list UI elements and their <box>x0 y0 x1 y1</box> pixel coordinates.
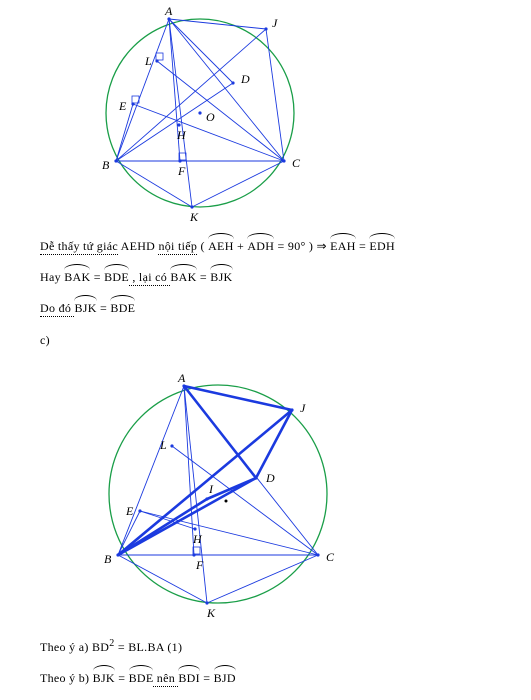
svg-text:O: O <box>206 110 215 124</box>
svg-text:D: D <box>240 72 250 86</box>
svg-text:H: H <box>192 532 203 546</box>
proof-line: Theo ý b) BJK = BDE nên BDI = BJD <box>40 669 531 688</box>
angle: BAK <box>64 268 90 287</box>
angle: ADH <box>247 237 274 256</box>
text-block-2: Theo ý a) BD2 = BL.BA (1) Theo ý b) BJK … <box>40 636 531 688</box>
svg-text:C: C <box>326 550 335 564</box>
angle: BDE <box>110 299 135 318</box>
angle: AEH <box>208 237 234 256</box>
svg-text:L: L <box>159 438 167 452</box>
svg-text:D: D <box>265 471 275 485</box>
angle: BJK <box>74 299 96 318</box>
svg-text:A: A <box>164 4 173 18</box>
svg-text:B: B <box>104 552 112 566</box>
svg-text:I: I <box>208 482 214 496</box>
proof-line: Dễ thấy tứ giác AEHD nội tiếp ( AEH + AD… <box>40 237 531 256</box>
figure-2: AJLDIEHBFCK <box>55 362 531 622</box>
angle: BAK <box>170 268 196 287</box>
svg-text:E: E <box>118 99 127 113</box>
svg-text:J: J <box>272 16 278 30</box>
svg-text:E: E <box>125 504 134 518</box>
angle: BJK <box>93 669 115 688</box>
angle: BJK <box>210 268 232 287</box>
angle: BJD <box>214 669 236 688</box>
angle: BDI <box>178 669 200 688</box>
geometry-diagram-2: AJLDIEHBFCK <box>55 362 375 622</box>
angle: EAH <box>330 237 356 256</box>
geometry-diagram-1: A J L D E O H B F C K <box>55 3 355 223</box>
angle: BDE <box>104 268 129 287</box>
text-block-1: Dễ thấy tứ giác AEHD nội tiếp ( AEH + AD… <box>40 237 531 350</box>
svg-text:F: F <box>195 558 204 572</box>
svg-text:F: F <box>177 164 186 178</box>
part-label: c) <box>40 331 531 350</box>
svg-text:J: J <box>300 401 306 415</box>
svg-text:H: H <box>176 128 187 142</box>
svg-text:K: K <box>189 210 199 223</box>
svg-text:L: L <box>144 54 152 68</box>
figure-1: A J L D E O H B F C K <box>55 3 531 223</box>
phrase: Dễ thấy tứ giác <box>40 239 118 255</box>
proof-line: Theo ý a) BD2 = BL.BA (1) <box>40 636 531 657</box>
svg-text:B: B <box>102 158 110 172</box>
proof-line: Hay BAK = BDE , lại có BAK = BJK <box>40 268 531 287</box>
svg-text:C: C <box>292 156 301 170</box>
angle: BDE <box>129 669 154 688</box>
svg-text:A: A <box>177 371 186 385</box>
proof-line: Do đó BJK = BDE <box>40 299 531 318</box>
angle: EDH <box>369 237 395 256</box>
